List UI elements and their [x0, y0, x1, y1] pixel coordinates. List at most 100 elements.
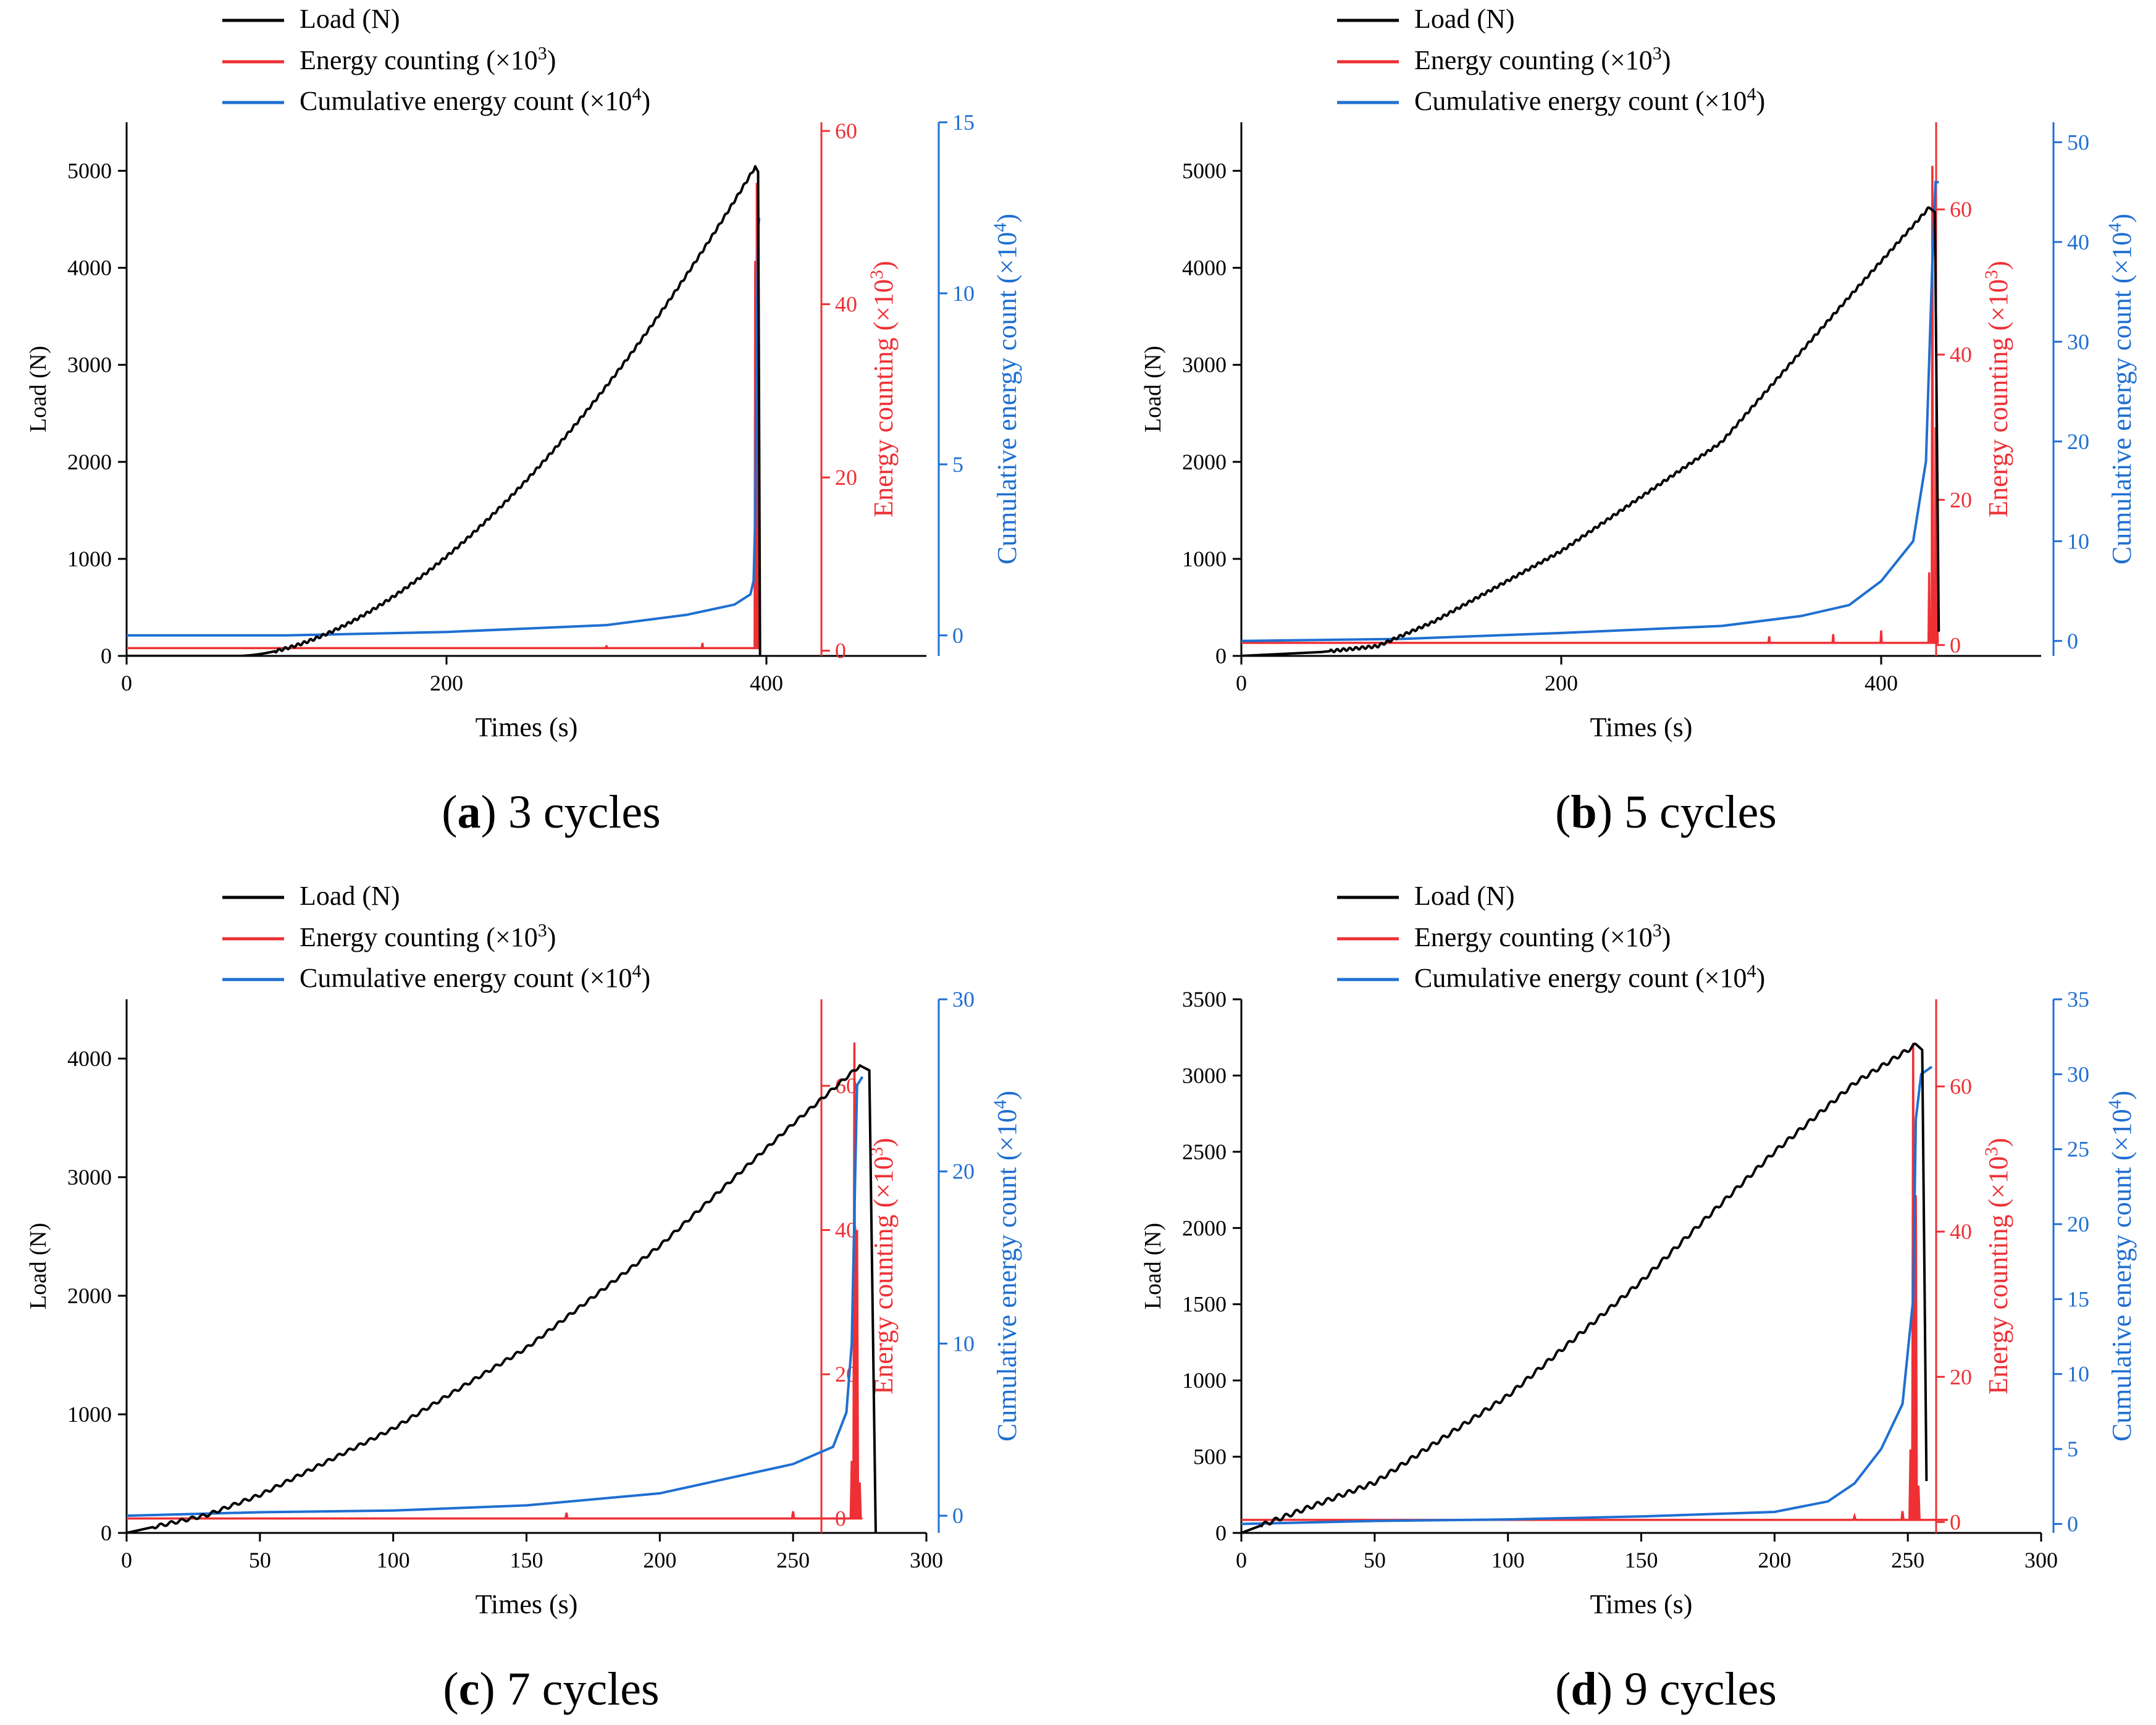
- x-tick-label: 250: [776, 1548, 810, 1572]
- y-tick-label: 2000: [1182, 450, 1227, 474]
- load-series-line: [1241, 1043, 1928, 1533]
- cumulative-tick-label: 30: [952, 987, 975, 1012]
- panel-caption: (b) 5 cycles: [1555, 786, 1777, 838]
- x-tick-label: 200: [1758, 1548, 1791, 1572]
- energy-axis-label: Energy counting (×103): [1981, 261, 2013, 517]
- x-axis-label: Times (s): [476, 712, 578, 742]
- y-tick-label: 3000: [67, 1165, 112, 1190]
- energy-axis-label: Energy counting (×103): [1981, 1138, 2013, 1394]
- panel-b: 0 200 400010002000300040005000020406001020…: [1140, 4, 2137, 838]
- cumulative-tick-label: 10: [952, 1331, 975, 1356]
- legend-energy-label: Energy counting (×103): [1414, 920, 1671, 952]
- y-axis-label: Load (N): [1140, 346, 1166, 432]
- plot-area: [1241, 166, 1940, 656]
- panel-caption: (a) 3 cycles: [442, 786, 661, 838]
- y-axis-label: Load (N): [1140, 1223, 1166, 1309]
- y-tick-label: 3000: [1182, 353, 1227, 377]
- y-tick-label: 2000: [67, 450, 112, 474]
- legend-load-label: Load (N): [1414, 881, 1515, 911]
- legend-cumulative-label: Cumulative energy count (×104): [1414, 961, 1765, 993]
- x-tick-label: 200: [1545, 671, 1578, 695]
- legend-load-label: Load (N): [300, 881, 400, 911]
- legend-load-label: Load (N): [1414, 4, 1515, 34]
- y-tick-label: 2500: [1182, 1140, 1227, 1164]
- legend-energy-label: Energy counting (×103): [300, 920, 556, 952]
- energy-tick-label: 0: [835, 639, 846, 663]
- cumulative-tick-label: 5: [2067, 1437, 2078, 1461]
- cumulative-tick-label: 10: [952, 281, 975, 306]
- panel-caption: (d) 9 cycles: [1555, 1663, 1777, 1715]
- cumulative-tick-label: 25: [2067, 1137, 2089, 1162]
- x-tick-label: 300: [910, 1548, 943, 1572]
- y-tick-label: 0: [101, 1521, 112, 1545]
- y-tick-label: 1000: [1182, 547, 1227, 571]
- energy-tick-label: 20: [1950, 487, 1972, 512]
- y-tick-label: 5000: [1182, 159, 1227, 183]
- x-axis-label: Times (s): [476, 1589, 578, 1619]
- plot-area: [127, 1043, 877, 1533]
- panel-d: 0 50 100 150 200 250 3000500100015002000250030…: [1140, 881, 2137, 1715]
- energy-tick-label: 0: [1950, 632, 1961, 657]
- cumulative-tick-label: 35: [2067, 987, 2089, 1012]
- x-tick-label: 200: [430, 671, 463, 695]
- cumulative-series-line: [127, 217, 761, 637]
- cumulative-tick-label: 10: [2067, 529, 2089, 553]
- y-tick-label: 0: [1215, 1521, 1227, 1545]
- panel-a: 0 200 400010002000300040005000020406005101…: [25, 4, 1022, 838]
- y-tick-label: 0: [101, 644, 112, 668]
- energy-tick-label: 40: [1950, 342, 1972, 367]
- x-tick-label: 0: [1236, 1548, 1247, 1572]
- cumulative-tick-label: 0: [952, 623, 963, 648]
- y-tick-label: 3000: [67, 353, 112, 377]
- y-tick-label: 3500: [1182, 987, 1227, 1012]
- y-tick-label: 0: [1215, 644, 1227, 668]
- x-axis-label: Times (s): [1590, 1589, 1693, 1619]
- cumulative-tick-label: 20: [2067, 429, 2089, 454]
- load-series-line: [127, 1064, 877, 1533]
- x-tick-label: 250: [1891, 1548, 1924, 1572]
- y-axis-label: Load (N): [25, 1223, 51, 1309]
- y-tick-label: 5000: [67, 159, 112, 183]
- x-tick-label: 0: [121, 671, 132, 695]
- x-tick-label: 150: [1625, 1548, 1658, 1572]
- y-tick-label: 2000: [1182, 1215, 1227, 1240]
- cumulative-tick-label: 15: [2067, 1286, 2089, 1311]
- cumulative-tick-label: 30: [2067, 329, 2089, 354]
- energy-series-line: [1241, 1043, 1948, 1521]
- y-tick-label: 3000: [1182, 1063, 1227, 1088]
- x-tick-label: 150: [510, 1548, 543, 1572]
- x-tick-label: 200: [643, 1548, 676, 1572]
- y-tick-label: 4000: [67, 1046, 112, 1071]
- energy-tick-label: 0: [1950, 1509, 1961, 1534]
- y-tick-label: 2000: [67, 1283, 112, 1308]
- cumulative-tick-label: 40: [2067, 230, 2089, 254]
- plot-area: [127, 165, 761, 656]
- legend-energy-label: Energy counting (×103): [300, 43, 556, 75]
- y-tick-label: 1000: [1182, 1368, 1227, 1393]
- cumulative-tick-label: 0: [2067, 629, 2078, 653]
- y-tick-label: 1000: [67, 1402, 112, 1427]
- x-tick-label: 100: [377, 1548, 410, 1572]
- y-tick-label: 4000: [67, 256, 112, 280]
- plot-area: [1241, 1043, 1948, 1533]
- x-tick-label: 300: [2024, 1548, 2058, 1572]
- x-tick-label: 50: [1364, 1548, 1386, 1572]
- y-tick-label: 1500: [1182, 1292, 1227, 1317]
- cumulative-tick-label: 5: [952, 452, 963, 477]
- cumulative-tick-label: 20: [2067, 1212, 2089, 1236]
- x-tick-label: 50: [249, 1548, 271, 1572]
- y-tick-label: 4000: [1182, 256, 1227, 280]
- energy-tick-label: 20: [835, 465, 857, 490]
- energy-tick-label: 20: [1950, 1364, 1972, 1389]
- legend-cumulative-label: Cumulative energy count (×104): [300, 961, 650, 993]
- energy-tick-label: 60: [835, 119, 857, 143]
- cumulative-axis-label: Cumulative energy count (×104): [990, 1091, 1022, 1442]
- legend-cumulative-label: Cumulative energy count (×104): [300, 84, 650, 116]
- cumulative-series-line: [1241, 1065, 1933, 1526]
- legend-energy-label: Energy counting (×103): [1414, 43, 1671, 75]
- cumulative-tick-label: 15: [952, 110, 975, 135]
- x-tick-label: 400: [750, 671, 783, 695]
- energy-tick-label: 60: [1950, 1074, 1972, 1099]
- x-tick-label: 400: [1864, 671, 1898, 695]
